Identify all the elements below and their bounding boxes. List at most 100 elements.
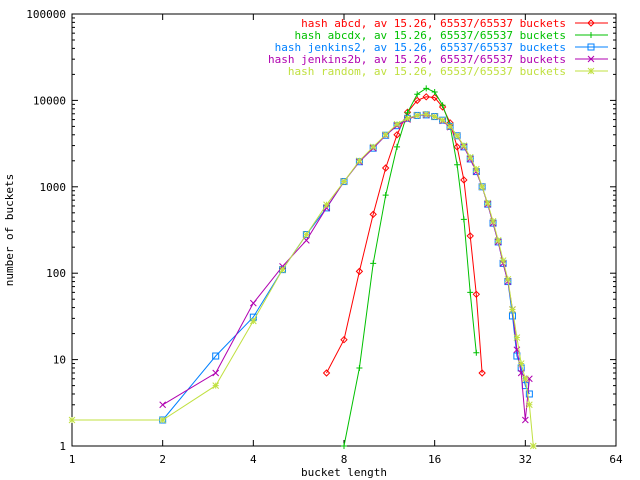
y-tick-label: 10000 [33, 94, 66, 107]
x-axis-title: bucket length [301, 466, 387, 479]
data-point [431, 113, 439, 120]
data-point [466, 153, 474, 161]
data-point [369, 143, 377, 151]
data-point [212, 382, 220, 389]
data-point [460, 216, 467, 223]
data-point [394, 143, 401, 150]
data-point [413, 96, 421, 105]
y-tick-label: 100 [46, 267, 66, 280]
data-point [484, 199, 492, 207]
data-point [478, 183, 486, 191]
data-point [430, 93, 439, 102]
legend-marker [587, 19, 595, 27]
series-0 [322, 93, 486, 377]
data-point [68, 416, 76, 424]
series-3 [159, 111, 533, 424]
y-tick-label: 1 [59, 440, 66, 453]
data-point [453, 132, 461, 140]
data-point [525, 390, 533, 398]
data-point [382, 131, 390, 139]
legend-label: hash jenkins2b, av 15.26, 65537/65537 bu… [268, 53, 566, 66]
data-point [438, 103, 447, 111]
x-tick-label: 2 [159, 453, 166, 466]
data-point [460, 176, 468, 184]
data-point [587, 19, 595, 27]
data-point [382, 192, 389, 199]
data-point [423, 85, 430, 92]
data-point [588, 32, 594, 38]
data-point [369, 210, 377, 219]
data-point [356, 157, 363, 165]
data-point [587, 43, 595, 51]
legend-label: hash jenkins2, av 15.26, 65537/65537 buc… [275, 41, 566, 54]
data-point [279, 263, 286, 270]
data-point [414, 91, 421, 98]
data-point [454, 161, 461, 168]
data-point [393, 131, 401, 139]
data-point [323, 201, 330, 209]
data-point [356, 364, 363, 371]
y-tick-label: 100000 [26, 8, 66, 21]
legend-marker [588, 32, 594, 38]
data-point [341, 443, 347, 449]
series-line [162, 114, 530, 421]
series-4 [68, 110, 537, 450]
data-point [587, 55, 595, 63]
data-point [340, 335, 348, 344]
legend: hash abcd, av 15.26, 65537/65537 buckets… [268, 17, 608, 78]
data-point [467, 289, 474, 296]
x-tick-label: 64 [609, 453, 623, 466]
data-point [439, 102, 446, 109]
legend-label: hash abcdx, av 15.26, 65537/65537 bucket… [294, 29, 566, 42]
data-point [504, 275, 512, 283]
data-point [404, 114, 411, 122]
data-point [323, 204, 330, 212]
x-tick-label: 16 [428, 453, 441, 466]
data-point [517, 360, 525, 367]
data-point [460, 142, 468, 149]
data-point [473, 349, 480, 356]
data-point [439, 116, 446, 124]
data-point [370, 260, 377, 267]
series-line [343, 87, 477, 447]
legend-label: hash random, av 15.26, 65537/65537 bucke… [288, 65, 566, 78]
data-point [526, 401, 533, 409]
data-point [249, 317, 257, 325]
legend-marker [587, 43, 595, 51]
data-point [513, 334, 521, 341]
series-1 [341, 85, 480, 449]
x-tick-label: 1 [69, 453, 76, 466]
data-point [249, 299, 257, 307]
data-point [494, 236, 502, 244]
data-point [422, 110, 430, 118]
data-point [509, 306, 516, 313]
series-line [72, 113, 534, 447]
data-point [381, 164, 390, 172]
data-point [446, 123, 454, 130]
data-point [521, 416, 529, 424]
data-point [413, 112, 421, 119]
data-point [472, 165, 480, 173]
data-point [529, 442, 537, 450]
data-point [521, 375, 529, 383]
data-point [159, 401, 167, 409]
data-point [466, 232, 474, 240]
legend-marker [587, 67, 595, 75]
data-point [478, 369, 486, 377]
data-point [303, 231, 310, 238]
x-tick-label: 4 [250, 453, 257, 466]
data-point [279, 266, 286, 273]
data-point [431, 89, 438, 96]
data-point [322, 369, 331, 377]
data-point [212, 352, 220, 360]
data-point [340, 178, 348, 185]
x-tick-label: 32 [519, 453, 532, 466]
axis-ticks: 1 2 4 8 16 32 64 1 10 100 1000 10000 100000 [26, 8, 623, 466]
y-tick-label: 1000 [40, 181, 67, 194]
data-point [499, 257, 507, 264]
data-point [453, 143, 461, 151]
plot-frame [71, 13, 617, 447]
series-line [326, 96, 483, 374]
legend-label: hash abcd, av 15.26, 65537/65537 buckets [301, 17, 566, 30]
